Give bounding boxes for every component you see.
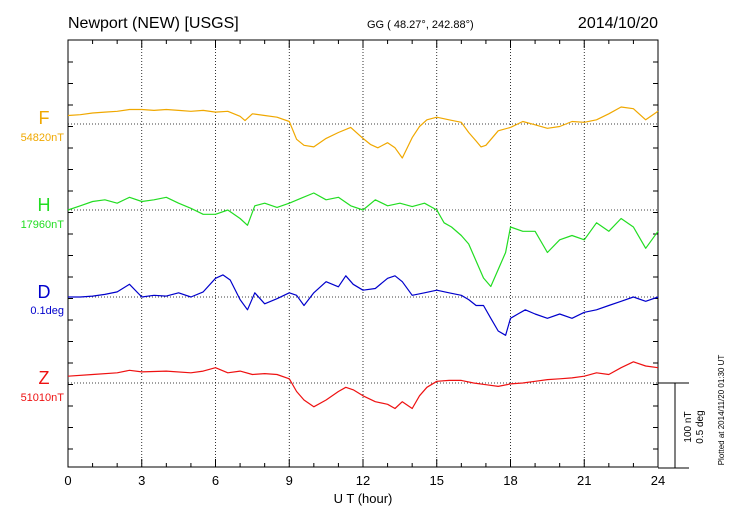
series-baseline-label-D: 0.1deg [30, 305, 64, 317]
x-tick-label-21: 21 [577, 473, 591, 488]
series-line-Z [67, 361, 659, 410]
grid-lines [141, 40, 585, 467]
series-line-F [67, 106, 659, 159]
series-name-F: F [39, 108, 50, 128]
series-line-H [67, 192, 659, 288]
series-baseline-label-F: 54820nT [21, 132, 65, 144]
x-tick-label-18: 18 [503, 473, 517, 488]
axis-ticks [67, 40, 659, 467]
series-name-Z: Z [39, 368, 50, 388]
coordinates-label: GG ( 48.27°, 242.88°) [367, 19, 474, 31]
x-axis-label: U T (hour) [334, 491, 393, 506]
scale-bar-nt-label: 100 nT [683, 411, 694, 442]
x-tick-label-15: 15 [430, 473, 444, 488]
scale-bar: 100 nT 0.5 deg [658, 382, 706, 469]
series-labels: F 54820nT H 17960nT D 0.1deg Z 51010nT [21, 108, 65, 404]
series-baseline-label-H: 17960nT [21, 219, 65, 231]
scale-bar-deg-label: 0.5 deg [695, 410, 706, 443]
x-tick-label-6: 6 [212, 473, 219, 488]
x-tick-labels: 0 3 6 9 12 15 18 21 24 [64, 473, 665, 488]
x-tick-label-12: 12 [356, 473, 370, 488]
x-tick-label-9: 9 [286, 473, 293, 488]
series-lines [67, 106, 659, 410]
plotted-at-note: Plotted at 2014/11/20 01:30 UT [717, 355, 726, 466]
series-line-D [68, 274, 659, 336]
x-tick-label-24: 24 [651, 473, 665, 488]
series-name-D: D [38, 282, 51, 302]
station-title: Newport (NEW) [USGS] [68, 15, 239, 32]
x-tick-label-3: 3 [138, 473, 145, 488]
series-name-H: H [38, 195, 51, 215]
x-tick-label-0: 0 [64, 473, 71, 488]
series-baseline-label-Z: 51010nT [21, 392, 65, 404]
date-label: 2014/10/20 [578, 15, 658, 32]
